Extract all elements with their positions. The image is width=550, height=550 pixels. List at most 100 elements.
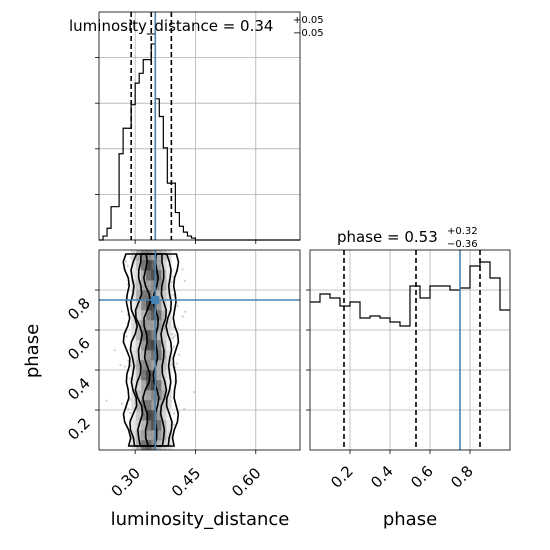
density-cell	[141, 280, 147, 291]
density-cell	[131, 370, 137, 381]
density-cell	[151, 440, 157, 451]
joint-y-tick-label-2: 0.6	[64, 334, 94, 364]
sample-point	[193, 391, 196, 394]
density-cell	[156, 370, 162, 381]
sample-point	[183, 407, 186, 411]
density-cell	[166, 340, 172, 351]
sample-point	[172, 336, 175, 339]
density-cell	[161, 440, 167, 451]
sample-point	[105, 399, 108, 402]
sample-point	[181, 268, 184, 271]
density-cell	[146, 380, 152, 391]
density-cell	[141, 300, 147, 311]
sample-point	[128, 377, 132, 380]
density-cell	[156, 260, 162, 271]
density-cell	[146, 430, 152, 441]
density-cell	[141, 360, 147, 371]
joint-panel-frame	[98, 249, 301, 451]
density-cell	[146, 270, 152, 281]
density-cell	[146, 390, 152, 401]
luminosity-distance-median: 0.34	[240, 17, 273, 35]
density-cell	[136, 250, 142, 261]
density-cell	[136, 440, 142, 451]
density-cell	[146, 360, 152, 371]
density-cell	[161, 360, 167, 371]
density-cell	[131, 350, 137, 361]
density-cell	[151, 400, 157, 411]
joint-x-tick-label-0: 0.30	[108, 464, 144, 500]
phase-x-tick-label-2: 0.6	[407, 462, 437, 492]
phase-lower-err: −0.36	[447, 239, 478, 250]
density-cell	[166, 250, 172, 261]
density-cell	[136, 280, 142, 291]
sample-point	[172, 326, 175, 329]
density-cell	[136, 310, 142, 321]
luminosity-distance-title: luminosity_distance = 0.34	[69, 17, 273, 36]
density-cell	[131, 250, 137, 261]
density-cell	[141, 420, 147, 431]
sample-point	[178, 353, 181, 356]
joint-y-tick-label-0: 0.2	[64, 414, 94, 444]
density-cell	[156, 400, 162, 411]
density-cell	[136, 300, 142, 311]
density-cell	[141, 330, 147, 341]
sample-point	[126, 264, 129, 267]
joint-y-tick-label-1: 0.4	[64, 374, 94, 404]
density-cell	[166, 420, 172, 431]
sample-point	[128, 398, 132, 401]
density-cell	[166, 320, 172, 331]
density-cell	[156, 290, 162, 301]
density-cell	[161, 380, 167, 391]
density-cell	[151, 410, 157, 421]
sample-point	[184, 310, 187, 313]
sample-point	[181, 315, 184, 318]
density-cell	[156, 430, 162, 441]
sample-point	[123, 365, 127, 368]
density-cell	[136, 380, 142, 391]
density-cell	[141, 440, 147, 451]
density-cell	[156, 420, 162, 431]
density-cell	[151, 380, 157, 391]
density-cell	[146, 350, 152, 361]
density-cell	[156, 410, 162, 421]
density-cell	[131, 390, 137, 401]
density-cell	[151, 310, 157, 321]
density-cell	[141, 310, 147, 321]
density-cell	[146, 310, 152, 321]
phase-x-tick-label-3: 0.8	[447, 462, 477, 492]
y-axis-label-phase: phase	[22, 324, 43, 378]
density-cell	[166, 270, 172, 281]
joint-x-tick-label-2: 0.60	[228, 464, 264, 500]
phase-x-tick-label-0: 0.2	[327, 462, 357, 492]
density-cell	[156, 330, 162, 341]
contour-2	[134, 253, 168, 447]
sample-point	[127, 359, 130, 362]
density-cell	[156, 250, 162, 261]
density-cell	[151, 320, 157, 331]
density-cell	[151, 430, 157, 441]
density-cell	[161, 310, 167, 321]
sample-point	[172, 345, 176, 348]
x-axis-label-phase: phase	[383, 509, 437, 530]
sample-point	[172, 293, 175, 296]
density-cell	[141, 250, 147, 261]
density-cell	[141, 350, 147, 361]
density-cell	[131, 320, 137, 331]
phase-median: 0.53	[404, 228, 437, 246]
contour-1	[129, 253, 173, 447]
density-cell	[146, 320, 152, 331]
joint-truth-marker	[151, 296, 160, 304]
density-cell	[131, 380, 137, 391]
density-cell	[161, 370, 167, 381]
density-cell	[156, 440, 162, 451]
luminosity-distance-upper-err: +0.05	[293, 15, 324, 26]
density-cell	[131, 430, 137, 441]
sample-point	[120, 402, 123, 405]
density-cell	[166, 260, 172, 271]
density-cell	[141, 340, 147, 351]
density-cell	[151, 390, 157, 401]
density-cell	[146, 260, 152, 271]
joint-y-tick-label-3: 0.8	[64, 294, 94, 324]
density-cell	[136, 330, 142, 341]
